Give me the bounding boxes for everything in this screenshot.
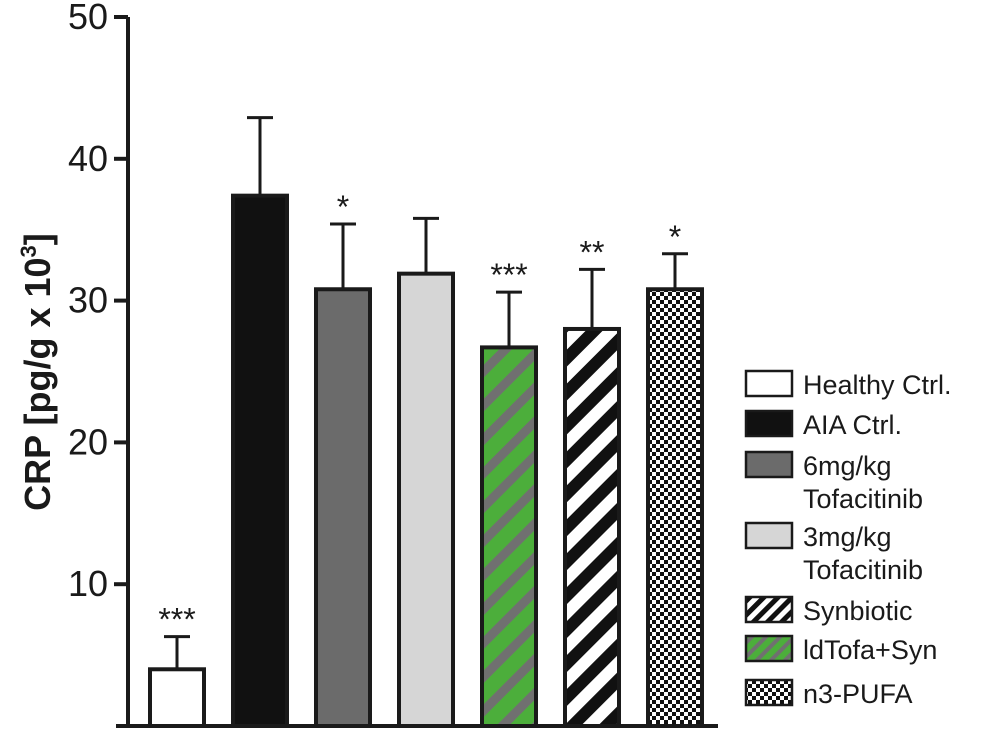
bar-healthy-ctrl	[148, 667, 206, 729]
legend-label: n3-PUFA	[803, 679, 913, 709]
legend-label: Tofacitinib	[803, 484, 923, 514]
bar-synbiotic	[563, 326, 621, 728]
legend-swatch	[744, 678, 794, 707]
significance-label: *	[337, 189, 349, 225]
axes: 10 20 30 40 50	[68, 0, 718, 728]
legend-label: 3mg/kg	[803, 522, 892, 552]
significance-label: **	[580, 234, 605, 270]
legend-swatch	[744, 369, 794, 398]
bar-n3-pufa	[646, 287, 704, 728]
legend-swatch	[744, 521, 794, 550]
y-tick-label: 50	[68, 0, 108, 37]
bar-ldtofa-syn	[480, 345, 538, 728]
y-axis-label-suffix: ]	[17, 233, 58, 245]
y-tick-label: 10	[68, 563, 108, 604]
significance-label: ***	[490, 257, 527, 293]
legend: Healthy Ctrl.AIA Ctrl.6mg/kgTofacitinib3…	[744, 369, 952, 709]
y-axis-label-superscript: 3	[16, 245, 41, 257]
legend-label: Synbiotic	[803, 596, 913, 626]
bar-3mg-kg-tofacitinib	[397, 271, 455, 728]
bars: ********* *	[148, 116, 704, 729]
significance-label: *	[669, 219, 681, 255]
y-axis-label: CRP [pg/g x 103]	[16, 233, 58, 511]
y-tick-label: 30	[68, 280, 108, 321]
bar-6mg-kg-tofacitinib	[314, 287, 372, 728]
y-tick-label: 20	[68, 421, 108, 462]
legend-swatch	[744, 450, 794, 479]
legend-swatch	[744, 409, 794, 438]
significance-label: ***	[158, 602, 195, 638]
legend-label: AIA Ctrl.	[803, 410, 902, 440]
legend-label: 6mg/kg	[803, 451, 892, 481]
bar-aia-ctrl	[231, 193, 289, 728]
y-tick-label: 40	[68, 138, 108, 179]
legend-label: ldTofa+Syn	[803, 635, 937, 665]
legend-swatch	[744, 634, 794, 663]
legend-swatch	[744, 595, 794, 624]
legend-label: Tofacitinib	[803, 555, 923, 585]
legend-label: Healthy Ctrl.	[803, 370, 952, 400]
y-axis-label-main: CRP [pg/g x 10	[17, 257, 58, 510]
